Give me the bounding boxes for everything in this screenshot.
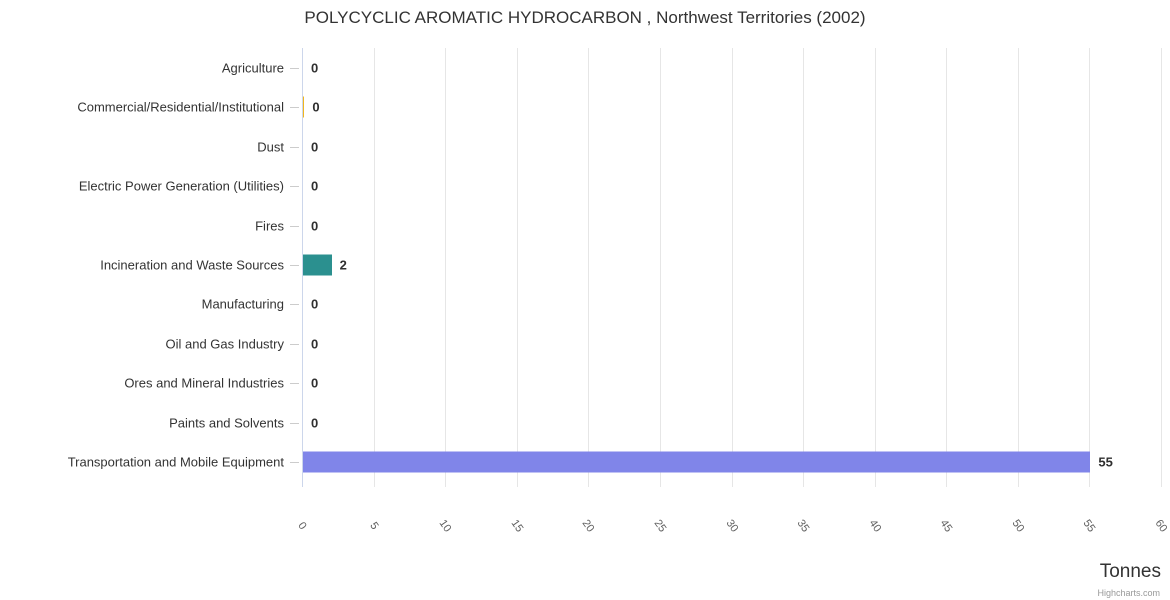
x-axis-tick-label: 30 <box>723 517 740 535</box>
category-label: Dust <box>257 139 284 155</box>
category-tick-mark <box>290 67 299 69</box>
category-row: Oil and Gas Industry 0 <box>0 324 1170 363</box>
x-axis-tick-label: 35 <box>794 517 812 535</box>
value-label: 0 <box>311 296 319 312</box>
category-label: Fires <box>255 218 284 234</box>
category-tick-mark <box>290 304 299 306</box>
value-label: 2 <box>339 257 347 273</box>
category-label: Ores and Mineral Industries <box>124 375 284 391</box>
category-tick-mark <box>290 146 299 148</box>
category-label: Commercial/Residential/Institutional <box>77 99 284 115</box>
category-tick-mark <box>290 422 299 424</box>
category-row: Paints and Solvents 0 <box>0 403 1170 442</box>
x-axis-tick-label: 15 <box>508 517 526 535</box>
value-label: 55 <box>1098 454 1113 470</box>
category-tick-mark <box>290 462 299 464</box>
value-label: 0 <box>311 178 319 194</box>
x-axis-tick-label: 20 <box>579 517 597 535</box>
category-row: Electric Power Generation (Utilities) 0 <box>0 166 1170 205</box>
bar[interactable] <box>303 96 305 118</box>
highcharts-credit-link[interactable]: Highcharts.com <box>1097 588 1160 598</box>
gridline <box>516 48 518 487</box>
x-axis-tick-label: 60 <box>1152 517 1170 535</box>
category-row: Agriculture 0 <box>0 48 1170 87</box>
bar[interactable] <box>303 254 332 276</box>
gridline <box>1089 48 1091 487</box>
category-row: Fires 0 <box>0 206 1170 245</box>
x-axis-tick-label: 25 <box>651 517 669 535</box>
category-row: Manufacturing 0 <box>0 285 1170 324</box>
x-axis-tick-label: 55 <box>1080 517 1098 535</box>
category-tick-mark <box>290 186 299 188</box>
category-row: Commercial/Residential/Institutional 0 <box>0 87 1170 126</box>
series-rows: Agriculture 0 Commercial/Residential/Insti… <box>0 48 1170 482</box>
category-row: Transportation and Mobile Equipment 55 <box>0 443 1170 482</box>
category-label: Oil and Gas Industry <box>165 336 285 352</box>
category-tick-mark <box>290 383 299 385</box>
category-tick-mark <box>290 107 299 109</box>
plot-area <box>302 48 1162 487</box>
x-axis-tick-label: 40 <box>866 517 884 535</box>
x-axis-tick-label: 5 <box>366 520 381 532</box>
value-label: 0 <box>312 99 320 115</box>
bar[interactable] <box>303 451 1091 473</box>
category-label: Incineration and Waste Sources <box>100 257 284 273</box>
gridline <box>1017 48 1019 487</box>
category-row: Ores and Mineral Industries 0 <box>0 364 1170 403</box>
x-axis-tick-label: 0 <box>295 520 309 532</box>
category-tick-mark <box>290 264 299 266</box>
category-tick-mark <box>290 225 299 227</box>
category-label: Transportation and Mobile Equipment <box>67 454 284 470</box>
x-axis-tick-label: 50 <box>1009 517 1027 535</box>
value-label: 0 <box>311 218 319 234</box>
gridline <box>445 48 447 487</box>
gridline <box>874 48 876 487</box>
gridline <box>946 48 948 487</box>
value-label: 0 <box>311 139 319 155</box>
category-label: Paints and Solvents <box>169 415 284 431</box>
category-label: Agriculture <box>221 60 284 76</box>
x-axis-tick-label: 45 <box>937 517 955 535</box>
gridline <box>1161 48 1162 487</box>
category-row: Dust 0 <box>0 127 1170 166</box>
x-axis-title: Tonnes <box>1099 561 1161 582</box>
category-tick-mark <box>290 343 299 345</box>
value-label: 0 <box>311 415 319 431</box>
value-label: 0 <box>311 375 319 391</box>
category-label: Electric Power Generation (Utilities) <box>78 178 284 194</box>
gridline <box>588 48 590 487</box>
category-label: Manufacturing <box>201 296 284 312</box>
y-axis-line <box>302 48 303 487</box>
x-axis-tick-labels: 0 5 10 15 20 25 30 35 40 45 50 55 60 <box>0 482 1170 557</box>
category-row: Incineration and Waste Sources 2 <box>0 245 1170 284</box>
gridline <box>659 48 661 487</box>
value-label: 0 <box>311 60 319 76</box>
gridline <box>731 48 733 487</box>
value-label: 0 <box>311 336 319 352</box>
gridline <box>373 48 375 487</box>
x-axis-tick-label: 10 <box>436 517 454 535</box>
gridline <box>803 48 805 487</box>
chart-title: POLYCYCLIC AROMATIC HYDROCARBON , Northw… <box>304 8 866 27</box>
